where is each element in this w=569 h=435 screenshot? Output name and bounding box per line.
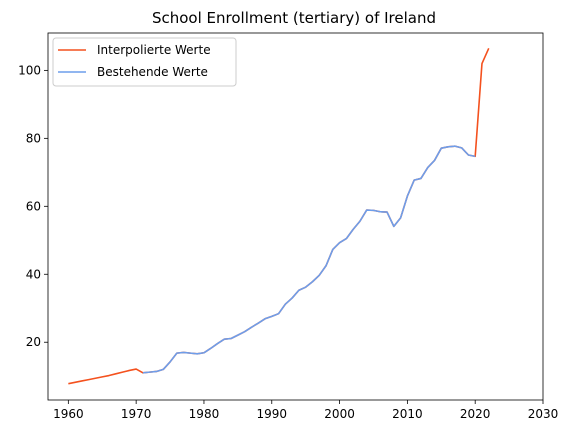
- series-line-1: [68, 47, 490, 385]
- x-tick-label: 1960: [53, 407, 84, 421]
- y-tick-label: 100: [18, 63, 41, 77]
- y-axis-ticks: 20 40 60 80 100: [18, 63, 48, 349]
- y-tick-label: 60: [26, 199, 41, 213]
- y-tick-label: 40: [26, 267, 41, 281]
- series-lines: [68, 47, 490, 385]
- x-tick-label: 1970: [121, 407, 152, 421]
- chart-title: School Enrollment (tertiary) of Ireland: [152, 9, 436, 27]
- x-axis-ticks: 1960 1970 1980 1990 2000 2010 2020 2030: [53, 400, 558, 421]
- legend-label: Interpolierte Werte: [97, 43, 211, 57]
- y-tick-label: 20: [26, 335, 41, 349]
- series-line-2: [142, 145, 476, 374]
- x-tick-label: 1980: [189, 407, 220, 421]
- x-tick-label: 2030: [528, 407, 559, 421]
- legend: Interpolierte Werte Bestehende Werte: [52, 37, 237, 87]
- x-tick-label: 2020: [460, 407, 491, 421]
- plot-frame: [47, 32, 544, 401]
- x-tick-label: 2010: [392, 407, 423, 421]
- x-tick-label: 1990: [256, 407, 287, 421]
- y-tick-label: 80: [26, 131, 41, 145]
- x-tick-label: 2000: [324, 407, 355, 421]
- legend-box: [52, 37, 237, 87]
- legend-label: Bestehende Werte: [97, 65, 208, 79]
